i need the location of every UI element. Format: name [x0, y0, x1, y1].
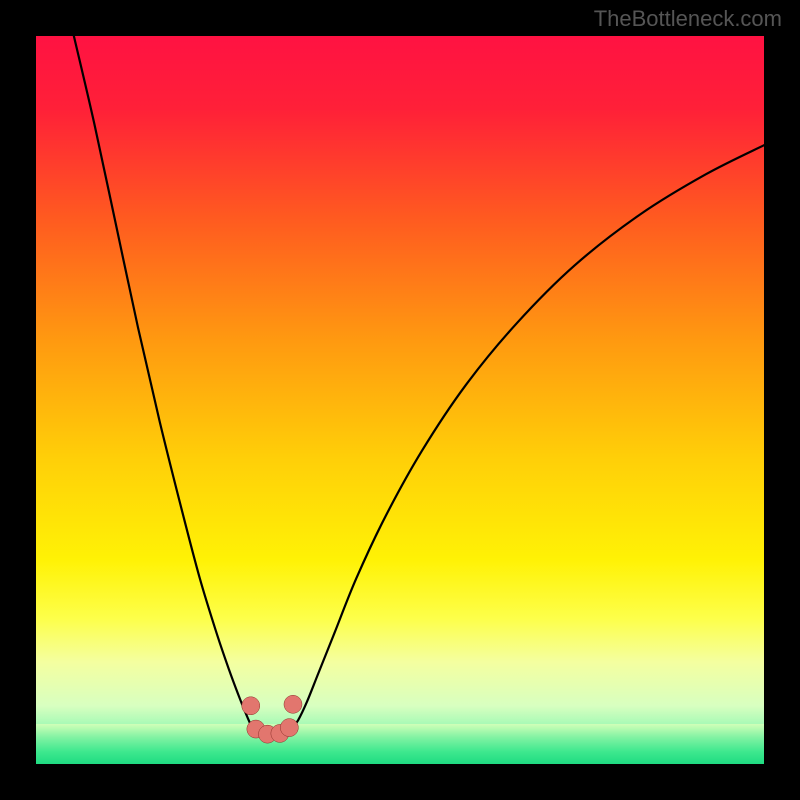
valley-marker: [242, 697, 260, 715]
plot-area: [36, 36, 764, 764]
watermark-label: TheBottleneck.com: [594, 6, 782, 32]
bottleneck-curve: [74, 36, 764, 735]
valley-marker: [284, 695, 302, 713]
curve-layer: [36, 36, 764, 764]
valley-marker: [280, 719, 298, 737]
chart-canvas: TheBottleneck.com: [0, 0, 800, 800]
